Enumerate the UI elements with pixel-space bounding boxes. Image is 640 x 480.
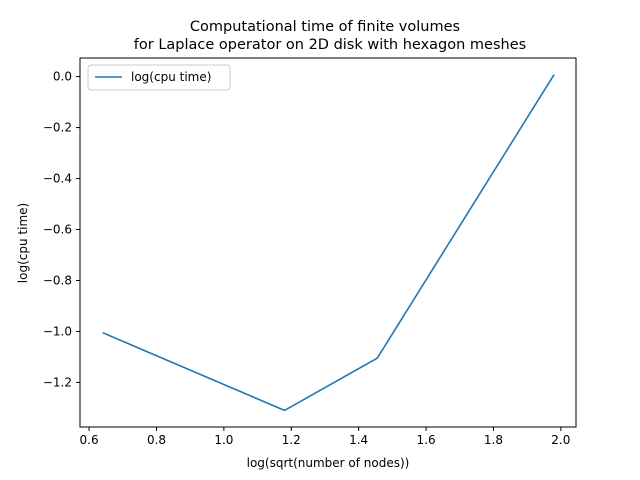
chart-title-line-2: for Laplace operator on 2D disk with hex… [134, 37, 526, 53]
series-line-log-cpu-time [102, 74, 555, 412]
y-tick-label: −0.6 [43, 223, 72, 237]
legend-box [87, 64, 231, 91]
y-tick-label: −0.2 [43, 121, 72, 135]
y-tick-label: −1.0 [43, 324, 72, 338]
x-tick-label: 1.2 [282, 433, 301, 447]
x-tick-label: 1.4 [349, 433, 368, 447]
y-tick-label: −0.4 [43, 172, 72, 186]
plot-frame [79, 57, 577, 428]
x-tick-label: 1.8 [484, 433, 503, 447]
legend: log(cpu time) [87, 64, 231, 91]
y-tick-label: −0.8 [43, 273, 72, 287]
legend-label: log(cpu time) [131, 70, 211, 84]
ticks-layer: 0.6 0.8 1.0 1.2 1.4 1.6 1.8 2.0 0.0 −0.2 −0.4 −0.6 −… [43, 70, 571, 447]
y-tick-label: −1.2 [43, 375, 72, 389]
series-layer [102, 74, 555, 412]
y-tick-label: 0.0 [53, 70, 72, 84]
x-tick-label: 1.0 [214, 433, 233, 447]
x-axis-label: log(sqrt(number of nodes)) [247, 456, 410, 470]
x-tick-label: 2.0 [551, 433, 570, 447]
x-tick-label: 0.6 [80, 433, 99, 447]
chart-title-line-1: Computational time of finite volumes [190, 19, 460, 35]
y-axis-label: log(cpu time) [16, 203, 30, 283]
x-tick-label: 0.8 [147, 433, 166, 447]
x-tick-label: 1.6 [417, 433, 436, 447]
